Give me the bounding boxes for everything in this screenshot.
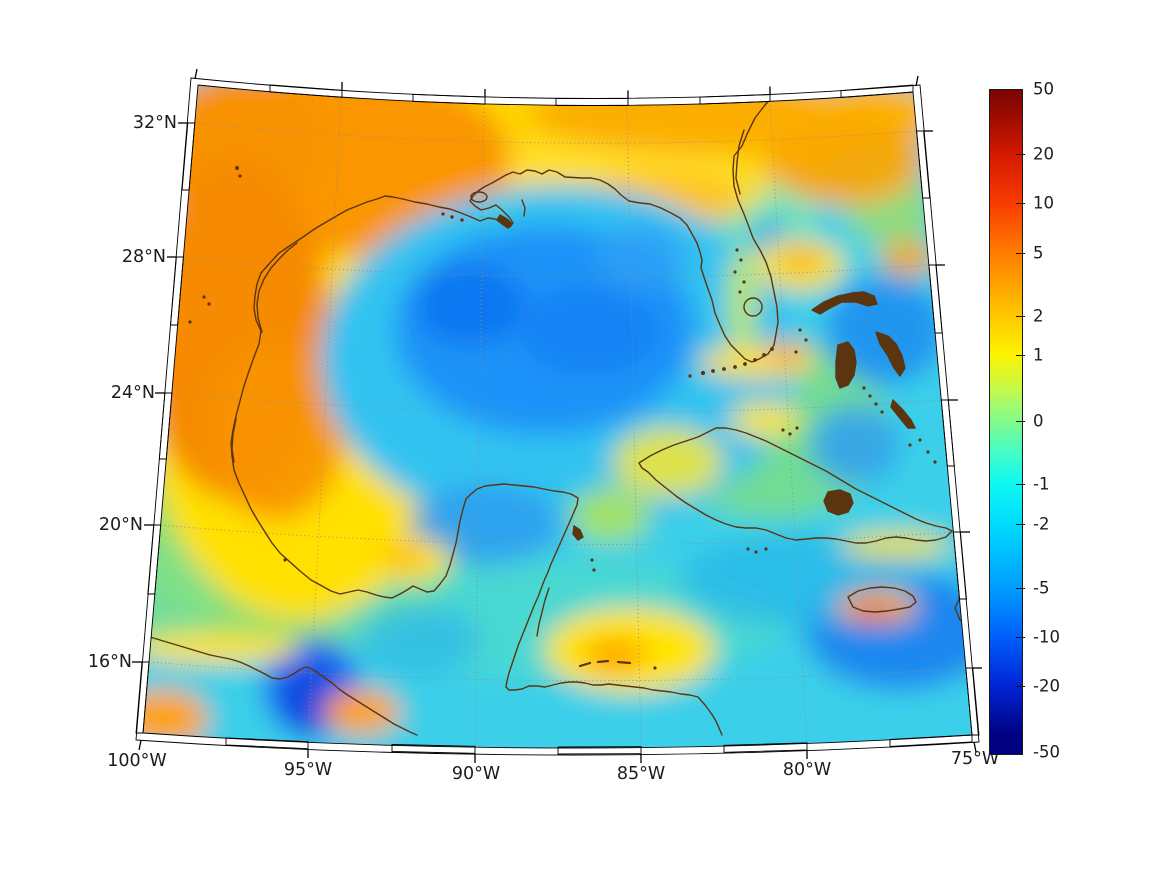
colorbar-label-neg2: -2 [1033, 514, 1050, 534]
colorbar-label-0: 0 [1033, 411, 1044, 431]
colorbar-label-10: 10 [1033, 193, 1054, 213]
lake-pontchartrain [470, 191, 488, 203]
barrier-chandeleur [521, 199, 526, 217]
island-long-island [890, 399, 916, 429]
lon-label-75w: 75°W [950, 749, 1000, 769]
colorbar-label-neg50: -50 [1033, 742, 1060, 762]
colorbar-tick [1016, 686, 1025, 687]
colorbar-tick [1016, 421, 1025, 422]
lat-label-24n: 24°N [110, 383, 155, 403]
colorbar-label-20: 20 [1033, 144, 1054, 164]
coast-mainland [230, 91, 779, 736]
coast-pacific-mexico [149, 636, 418, 736]
colorbar [989, 89, 1023, 755]
colorbar-label-5: 5 [1033, 243, 1044, 263]
island-eleuthera [875, 331, 906, 377]
colorbar-label-2: 2 [1033, 306, 1044, 326]
lon-label-80w: 80°W [782, 760, 832, 780]
island-andros [835, 341, 857, 389]
delta-birdfoot [496, 214, 513, 229]
barrier-belize [536, 587, 550, 637]
island-cozumel [572, 525, 584, 541]
colorbar-tick [1016, 484, 1025, 485]
lat-label-32n: 32°N [132, 113, 177, 133]
gridline-20n [160, 524, 954, 545]
colorbar-label-neg20: -20 [1033, 676, 1060, 696]
lon-label-85w: 85°W [616, 764, 666, 784]
island-jamaica [847, 586, 917, 613]
lon-label-95w: 95°W [283, 760, 333, 780]
colorbar-tick [1016, 588, 1025, 589]
coast-cuba [638, 427, 953, 544]
barrier-laguna-madre [231, 418, 237, 463]
bay-islands [578, 659, 632, 668]
lake-okeechobee [743, 297, 763, 317]
colorbar-tick [1016, 355, 1025, 356]
colorbar-tick [1016, 203, 1025, 204]
lon-label-90w: 90°W [451, 764, 501, 784]
data-field [143, 85, 972, 749]
lon-label-100w: 100°W [107, 751, 167, 771]
colorbar-tick [1016, 253, 1025, 254]
barrier-texas [256, 242, 298, 333]
colorbar-label-1: 1 [1033, 345, 1044, 365]
gridline-24n [171, 392, 942, 413]
graticule [148, 97, 966, 748]
colorbar-tick [1016, 316, 1025, 317]
barrier-georgia [735, 129, 745, 195]
island-isla-juventud [823, 489, 854, 516]
lat-label-20n: 20°N [98, 515, 143, 535]
colorbar-tick [1016, 154, 1025, 155]
axis-ticks [132, 68, 982, 763]
gridline-16n [148, 661, 966, 682]
colorbar-label-neg10: -10 [1033, 627, 1060, 647]
colorbar-label-neg5: -5 [1033, 578, 1050, 598]
colorbar-label-neg1: -1 [1033, 474, 1050, 494]
small-islands [188, 166, 937, 670]
colorbar-label-50: 50 [1033, 79, 1054, 99]
gridline-32n [194, 122, 917, 144]
lat-label-28n: 28°N [121, 247, 166, 267]
colorbar-tick [1016, 524, 1025, 525]
colorbar-tick [1016, 637, 1025, 638]
island-grand-bahama-abaco [811, 291, 878, 315]
lat-label-16n: 16°N [87, 652, 132, 672]
coastlines [149, 91, 972, 736]
